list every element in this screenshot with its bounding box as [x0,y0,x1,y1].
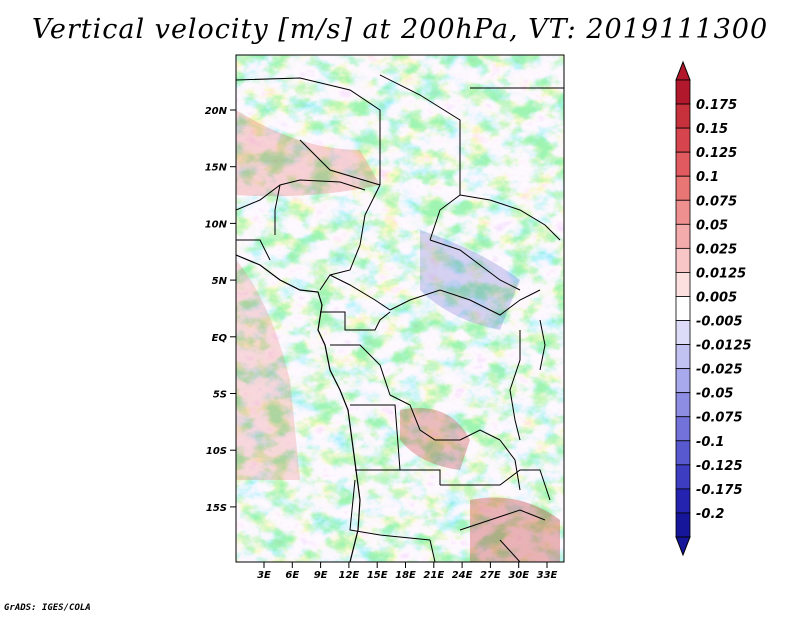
lat-tick-label: 20N [205,106,228,117]
colorbar: 0.175 0.15 0.125 0.1 0.075 0.05 0.025 0.0125 0.0… [675,60,752,557]
colorbar-label: 0.15 [696,122,728,137]
colorbar-label: -0.1 [696,435,724,450]
lon-tick-label: 33E [537,570,558,581]
colorbar-segment [675,464,691,490]
colorbar-segment [675,175,691,201]
velocity-field [236,55,564,562]
colorbar-segment [675,440,691,466]
lon-tick-label: 21E [423,570,444,581]
country-borders [236,74,564,562]
colorbar-segment [675,247,691,273]
colorbar-top-arrow [675,60,691,81]
longitude-axis: 3E 6E 9E 12E 15E 18E 21E 24E 27E 30E 33E [257,562,558,581]
lon-tick-label: 12E [339,570,360,581]
map-title: Vertical velocity [m/s] at 200hPa, VT: 2… [31,14,769,45]
latitude-axis: 20N 15N 10N 5N EQ 5S 10S 15S [205,106,236,514]
lon-tick-label: 30E [508,570,529,581]
lat-tick-label: 15N [205,163,228,174]
lon-tick-label: 24E [452,570,473,581]
colorbar-label: -0.0125 [696,339,752,354]
colorbar-segment [675,416,691,442]
lat-tick-label: 5S [213,390,227,401]
colorbar-bottom-arrow [675,536,691,557]
lat-tick-label: 10N [205,219,228,230]
colorbar-label: 0.125 [696,146,737,161]
colorbar-segment [675,127,691,153]
colorbar-label: 0.005 [696,290,737,305]
lon-tick-label: 18E [395,570,416,581]
colorbar-label: 0.025 [696,242,737,257]
colorbar-label: -0.005 [696,315,743,330]
colorbar-label: -0.025 [696,363,743,378]
colorbar-segment [675,296,691,321]
lon-tick-label: 27E [480,570,501,581]
colorbar-label: 0.0125 [696,266,746,281]
colorbar-segment [675,272,691,297]
plot-frame [235,54,565,563]
lat-tick-label: EQ [212,333,228,344]
lon-tick-label: 3E [257,570,271,581]
colorbar-segment [675,512,691,538]
colorbar-label: -0.2 [696,507,724,522]
colorbar-segment [675,344,691,370]
colorbar-label: -0.125 [696,459,743,474]
colorbar-segment [675,103,691,129]
colorbar-segment [675,223,691,249]
lon-tick-label: 6E [285,570,299,581]
colorbar-label: 0.05 [696,218,728,233]
lon-tick-label: 9E [314,570,328,581]
colorbar-segment [675,320,691,345]
colorbar-segment [675,488,691,514]
colorbar-segment [675,79,691,105]
colorbar-segment [675,199,691,225]
lon-tick-label: 15E [367,570,388,581]
colorbar-label: 0.1 [696,170,719,185]
colorbar-label: 0.175 [696,98,737,113]
credit-label: GrADS: IGES/COLA [4,603,91,613]
colorbar-segment [675,151,691,177]
colorbar-segment [675,392,691,418]
lat-tick-label: 5N [212,276,228,287]
lat-tick-label: 10S [206,446,227,457]
lat-tick-label: 15S [206,503,227,514]
colorbar-label: -0.175 [696,483,743,498]
coastline [236,254,361,562]
colorbar-label: -0.05 [696,387,733,402]
colorbar-label: 0.075 [696,194,737,209]
colorbar-segment [675,368,691,394]
colorbar-label: -0.075 [696,411,743,426]
